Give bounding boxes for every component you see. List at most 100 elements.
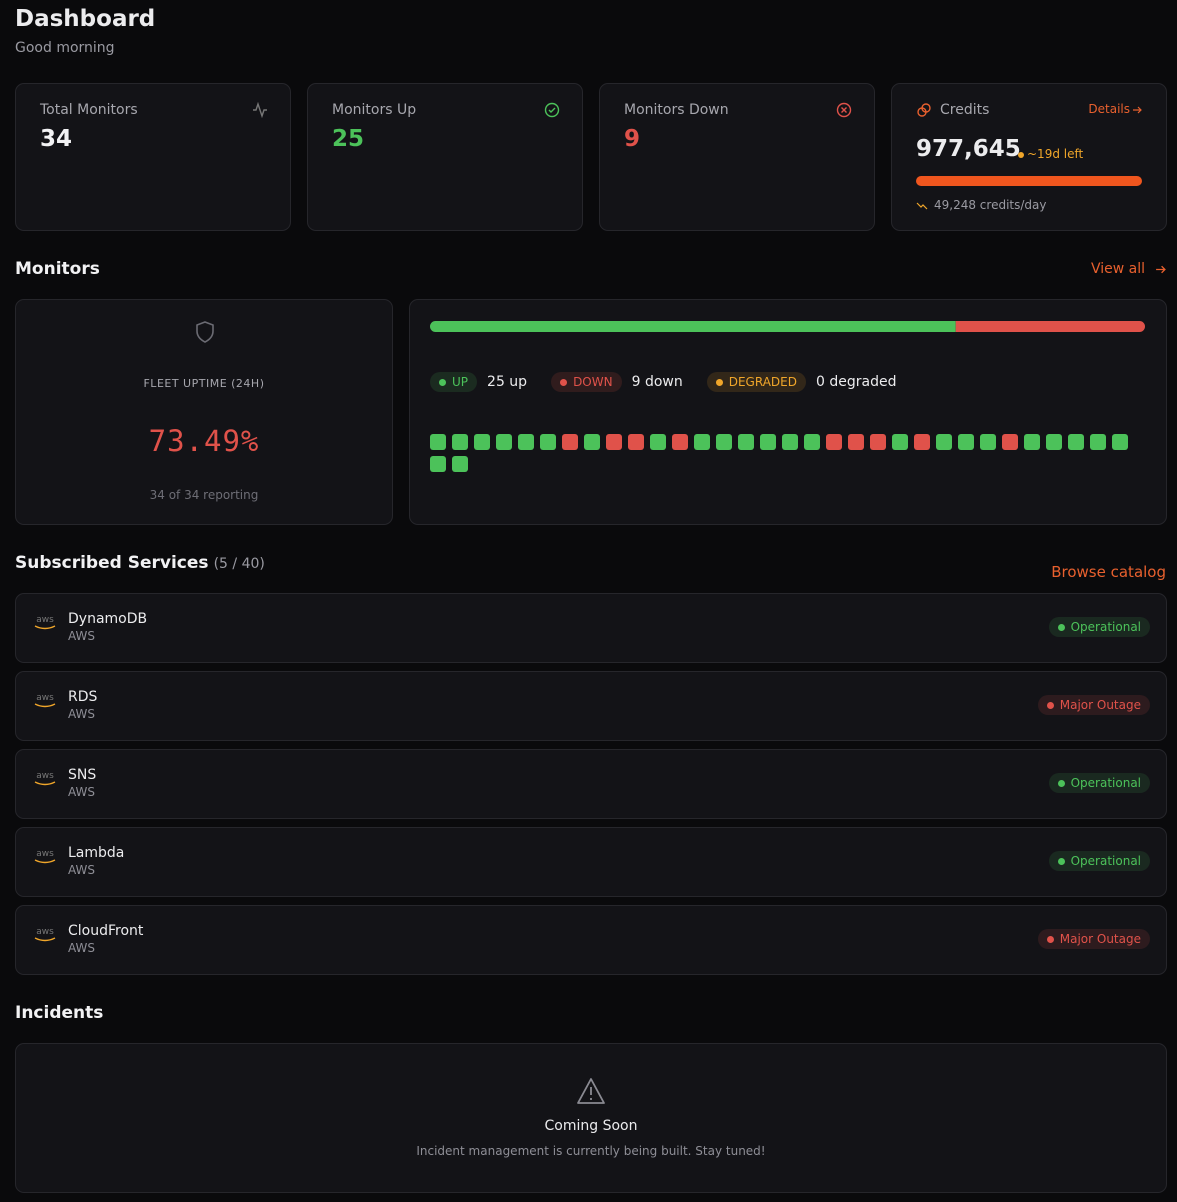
section-title: Monitors bbox=[15, 259, 100, 279]
monitor-square bbox=[958, 434, 974, 450]
services-count: (5 / 40) bbox=[213, 556, 265, 572]
monitor-square bbox=[430, 456, 446, 472]
monitor-square bbox=[474, 434, 490, 450]
service-status: Operational bbox=[1048, 773, 1150, 793]
monitor-square bbox=[870, 434, 886, 450]
monitor-square bbox=[782, 434, 798, 450]
monitor-square bbox=[496, 434, 512, 450]
service-row: aws CloudFront AWS Major Outage bbox=[15, 905, 1167, 975]
smile bbox=[34, 781, 56, 786]
credits-value: 977,645 bbox=[916, 136, 1021, 162]
logo-text: aws bbox=[36, 693, 54, 703]
smile bbox=[34, 625, 56, 630]
service-name: CloudFront bbox=[68, 923, 144, 939]
service-provider: AWS bbox=[68, 629, 96, 643]
section-title: Subscribed Services bbox=[15, 553, 209, 573]
details-link[interactable]: Details bbox=[1088, 102, 1130, 116]
page-subtitle: Good morning bbox=[15, 40, 115, 56]
stat-label: Total Monitors bbox=[40, 102, 138, 118]
service-provider: AWS bbox=[68, 707, 96, 721]
logo-text: aws bbox=[36, 771, 54, 781]
service-status: Operational bbox=[1048, 617, 1150, 637]
monitor-square bbox=[562, 434, 578, 450]
smile bbox=[34, 937, 56, 942]
stat-value: 34 bbox=[40, 126, 73, 152]
smile bbox=[34, 703, 56, 708]
status-badge: DOWN bbox=[551, 372, 622, 392]
monitor-square bbox=[738, 434, 754, 450]
service-logo: aws bbox=[32, 850, 58, 872]
x-icon bbox=[836, 102, 852, 118]
incidents-card: Coming Soon Incident management is curre… bbox=[15, 1043, 1167, 1193]
service-status: Major Outage bbox=[1037, 929, 1150, 949]
left-dot bbox=[1018, 152, 1024, 158]
fleet-uptime: 73.49% bbox=[148, 424, 260, 458]
service-provider: AWS bbox=[68, 863, 96, 877]
service-provider: AWS bbox=[68, 941, 96, 955]
service-row: aws RDS AWS Major Outage bbox=[15, 671, 1167, 741]
stat-value: 9 bbox=[624, 126, 641, 152]
status-card: UP 25 up DOWN 9 down DEGRADED 0 degraded bbox=[409, 299, 1167, 525]
status-graphic bbox=[430, 321, 1145, 472]
uptime-bar-segment bbox=[955, 321, 1145, 332]
monitor-square bbox=[892, 434, 908, 450]
logo-smile bbox=[34, 937, 56, 942]
monitor-square bbox=[716, 434, 732, 450]
monitor-square bbox=[518, 434, 534, 450]
stat-card: Total Monitors 34 bbox=[15, 83, 291, 231]
credits-card: Credits Details 977,645 ~19d left 49,248… bbox=[891, 83, 1167, 231]
monitor-square bbox=[980, 434, 996, 450]
monitor-square bbox=[452, 434, 468, 450]
page-title: Dashboard bbox=[15, 6, 156, 32]
credits-icon bbox=[917, 103, 931, 117]
view-all-link[interactable]: View all bbox=[1090, 261, 1145, 277]
status-dot bbox=[1046, 935, 1054, 943]
service-logo: aws bbox=[32, 616, 58, 638]
credits-bar bbox=[916, 176, 1142, 186]
service-provider: AWS bbox=[68, 785, 96, 799]
logo-text: aws bbox=[36, 615, 54, 625]
monitor-square bbox=[804, 434, 820, 450]
monitor-square bbox=[1112, 434, 1128, 450]
monitor-square bbox=[760, 434, 776, 450]
service-name: SNS bbox=[68, 767, 97, 783]
shield-icon bbox=[196, 321, 214, 343]
status-dot bbox=[1057, 857, 1065, 865]
monitor-square bbox=[1046, 434, 1062, 450]
stat-card: Monitors Down 9 bbox=[599, 83, 875, 231]
status-text: Operational bbox=[1070, 620, 1141, 634]
monitor-square bbox=[584, 434, 600, 450]
services-heading: Subscribed Services (5 / 40) bbox=[15, 553, 265, 573]
fleet-reporting: 34 of 34 reporting bbox=[149, 488, 259, 502]
browse-link[interactable]: Browse catalog bbox=[1051, 563, 1166, 581]
legend-count: 9 down bbox=[631, 374, 683, 390]
monitor-square bbox=[936, 434, 952, 450]
service-row: aws SNS AWS Operational bbox=[15, 749, 1167, 819]
status-text: Major Outage bbox=[1059, 698, 1141, 712]
badge-dot bbox=[560, 378, 568, 386]
status-text: Operational bbox=[1070, 776, 1141, 790]
status-text: Major Outage bbox=[1059, 932, 1141, 946]
monitor-square bbox=[540, 434, 556, 450]
service-logo: aws bbox=[32, 928, 58, 950]
incidents-heading: Coming Soon bbox=[544, 1118, 638, 1134]
status-dot bbox=[1057, 623, 1065, 631]
monitor-square bbox=[672, 434, 688, 450]
status-dot bbox=[1046, 701, 1054, 709]
uptime-bar-segment bbox=[430, 321, 956, 332]
legend-count: 25 up bbox=[487, 374, 528, 390]
section-title: Incidents bbox=[15, 1003, 104, 1023]
stat-value: 25 bbox=[332, 126, 365, 152]
status-text: Operational bbox=[1070, 854, 1141, 868]
service-logo: aws bbox=[32, 772, 58, 794]
logo-text: aws bbox=[36, 927, 54, 937]
monitor-square bbox=[1002, 434, 1018, 450]
service-row: aws Lambda AWS Operational bbox=[15, 827, 1167, 897]
monitor-square bbox=[452, 456, 468, 472]
service-status: Operational bbox=[1048, 851, 1150, 871]
badge-dot bbox=[439, 378, 446, 386]
stat-card: Monitors Up 25 bbox=[307, 83, 583, 231]
stat-label: Monitors Down bbox=[624, 102, 729, 118]
credits-label: Credits bbox=[940, 102, 990, 118]
